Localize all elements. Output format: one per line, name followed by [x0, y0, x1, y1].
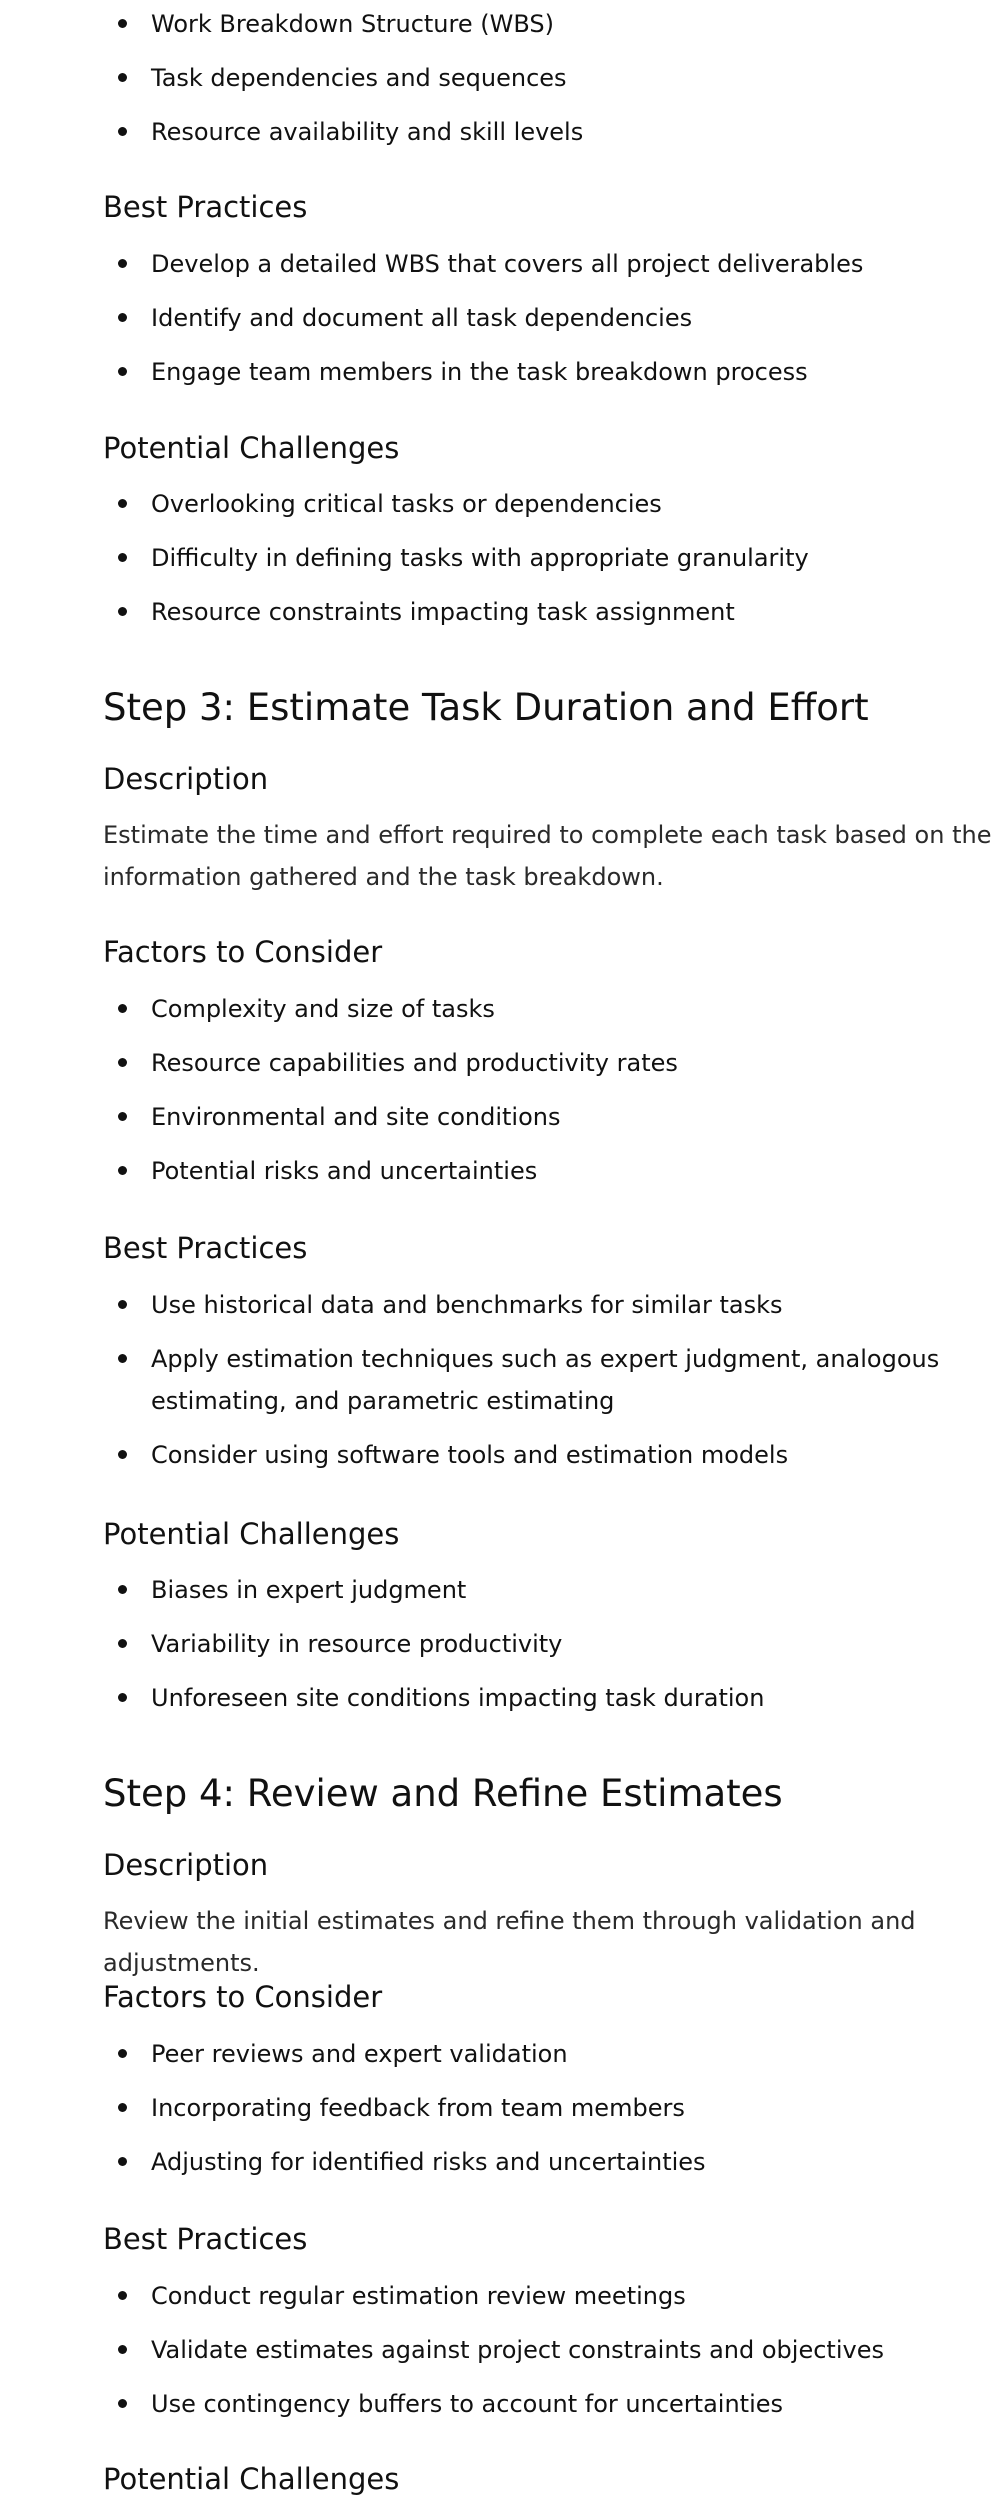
section-heading-best-practices: Best Practices	[103, 1231, 308, 1265]
section-heading-factors: Factors to Consider	[103, 935, 383, 969]
list-item: Identify and document all task dependenc…	[117, 297, 692, 339]
section-heading-factors: Factors to Consider	[103, 1980, 383, 2014]
list-item: Resource capabilities and productivity r…	[118, 1042, 678, 1084]
section-heading-challenges: Potential Challenges	[103, 2462, 400, 2496]
list-item: Potential risks and uncertainties	[117, 1150, 537, 1192]
list-item: Difficulty in defining tasks with approp…	[118, 537, 809, 579]
section-heading-challenges: Potential Challenges	[103, 431, 400, 465]
list-item: Consider using software tools and estima…	[117, 1434, 788, 1476]
list-item: Incorporating feedback from team members	[118, 2087, 685, 2129]
list-item: Work Breakdown Structure (WBS)	[118, 3, 554, 45]
list-item: Task dependencies and sequences	[118, 57, 567, 99]
section-heading-best-practices: Best Practices	[103, 2222, 308, 2256]
list-item: Resource constraints impacting task assi…	[118, 591, 735, 633]
list-item: Use contingency buffers to account for u…	[117, 2383, 783, 2425]
list-item: Variability in resource productivity	[117, 1623, 562, 1665]
section-heading-challenges: Potential Challenges	[103, 1517, 400, 1551]
list-item: Conduct regular estimation review meetin…	[118, 2275, 686, 2317]
list-item: Unforeseen site conditions impacting tas…	[117, 1677, 764, 1719]
description-paragraph: Estimate the time and effort required to…	[103, 821, 992, 891]
list-item: Peer reviews and expert validation	[118, 2033, 568, 2075]
list-item: Engage team members in the task breakdow…	[118, 351, 808, 393]
list-item: Use historical data and benchmarks for s…	[118, 1284, 783, 1326]
list-item: Apply estimation techniques such as expe…	[118, 1338, 951, 1422]
list-item: Overlooking critical tasks or dependenci…	[118, 483, 662, 525]
list-item: Resource availability and skill levels	[117, 111, 583, 153]
section-heading-description: Description	[103, 1848, 269, 1882]
step-3-title: Step 3: Estimate Task Duration and Effor…	[103, 686, 869, 729]
list-item: Validate estimates against project const…	[118, 2329, 884, 2371]
list-item: Biases in expert judgment	[117, 1569, 466, 1611]
list-item: Develop a detailed WBS that covers all p…	[117, 243, 863, 285]
section-heading-description: Description	[103, 762, 269, 796]
list-item: Complexity and size of tasks	[118, 988, 495, 1030]
step-4-title: Step 4: Review and Refine Estimates	[103, 1772, 783, 1815]
list-item: Environmental and site conditions	[117, 1096, 560, 1138]
description-paragraph: Review the initial estimates and refine …	[103, 1907, 916, 1977]
list-item: Adjusting for identified risks and uncer…	[118, 2141, 706, 2183]
section-heading-best-practices: Best Practices	[103, 190, 308, 224]
